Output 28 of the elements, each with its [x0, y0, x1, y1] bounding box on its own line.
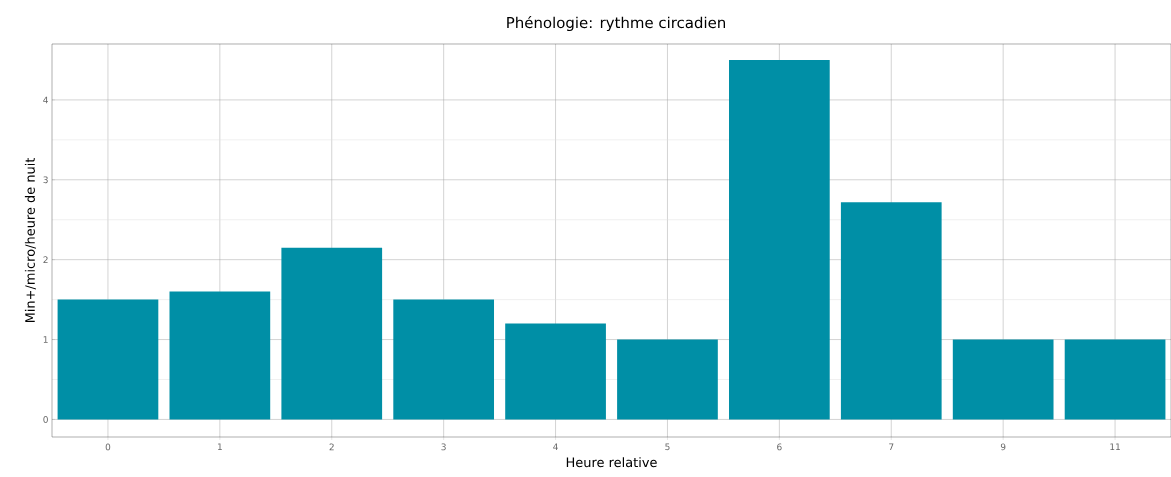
x-tick-label: 11 [1110, 443, 1120, 451]
x-tick-label: 0 [105, 443, 111, 451]
y-tick-label: 2 [43, 256, 48, 263]
bar [57, 299, 159, 420]
x-tick-label: 9 [1000, 443, 1006, 451]
bar [505, 323, 606, 420]
x-tick-label: 1 [217, 443, 222, 451]
x-tick-label: 7 [889, 443, 894, 451]
x-tick-label: 5 [665, 443, 670, 451]
chart-title: Phénologie: rythme circadien [507, 16, 725, 32]
x-tick-label: 6 [777, 443, 782, 451]
y-tick-label: 3 [43, 176, 48, 184]
bar [1064, 339, 1166, 420]
bar [617, 339, 718, 420]
y-tick-label: 0 [43, 416, 48, 423]
bar [393, 299, 495, 420]
y-tick-label: 4 [43, 96, 48, 104]
x-tick-label: 4 [553, 443, 558, 451]
y-axis-title: Min+/micro/heure de nuit [24, 157, 36, 323]
bar [840, 202, 942, 420]
bar [169, 291, 271, 420]
x-axis-title: Heure relative [566, 457, 657, 468]
y-tick-label: 1 [43, 336, 48, 343]
bar [281, 247, 383, 420]
bar [952, 339, 1054, 420]
x-tick-label: 2 [329, 443, 334, 451]
x-tick-label: 3 [441, 443, 446, 451]
bar [729, 59, 830, 420]
